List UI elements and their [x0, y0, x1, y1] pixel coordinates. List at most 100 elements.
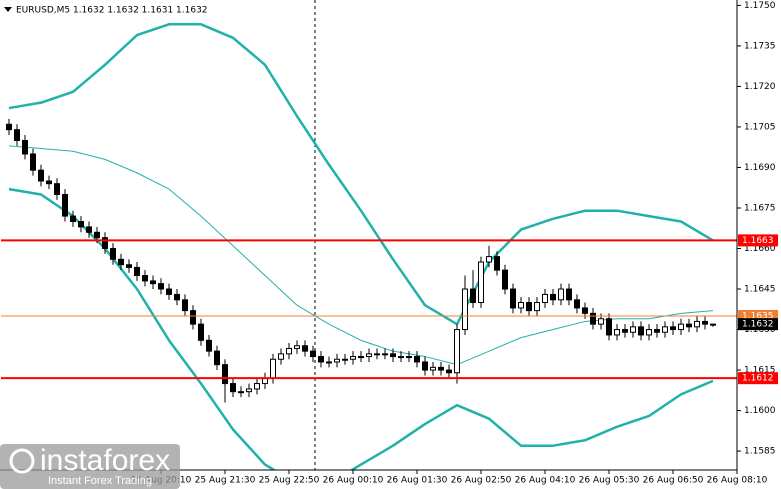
- level-label: 1.1663: [742, 236, 774, 246]
- candle-body: [430, 366, 436, 371]
- watermark-tagline: Instant Forex Trading: [48, 475, 152, 487]
- candle-body: [702, 320, 708, 325]
- candle-body: [334, 358, 340, 363]
- candle-body: [398, 356, 404, 359]
- candle-body: [310, 350, 316, 358]
- candle-body: [694, 320, 700, 328]
- x-tick-label: 26 Aug 06:50: [643, 476, 704, 486]
- candle-body: [278, 353, 284, 360]
- candle-body: [606, 318, 612, 336]
- candle-body: [478, 261, 484, 304]
- indicator-line: [8, 23, 714, 326]
- y-tick-label: 1.1615: [744, 366, 776, 376]
- candle-body: [102, 237, 108, 250]
- indicator-line: [8, 187, 714, 470]
- candle-body: [126, 264, 132, 268]
- y-tick-label: 1.1750: [744, 1, 776, 11]
- candle-body: [182, 299, 188, 312]
- watermark-brand: instaforex: [40, 444, 170, 477]
- candle-body: [198, 323, 204, 341]
- y-tick-label: 1.1645: [744, 285, 776, 295]
- candle-body: [46, 180, 52, 185]
- candle-body: [654, 329, 660, 333]
- candle-body: [622, 329, 628, 333]
- candle-body: [238, 391, 244, 394]
- candle-body: [438, 366, 444, 371]
- level-label-box: [738, 234, 778, 247]
- candle-body: [470, 288, 476, 304]
- candle-body: [166, 288, 172, 295]
- candle-body: [566, 288, 572, 301]
- y-tick-label: 1.1735: [744, 41, 776, 51]
- candle-body: [222, 364, 228, 385]
- candle-body: [358, 356, 364, 359]
- candle-body: [446, 369, 452, 374]
- x-tick-label: 26 Aug 01:30: [387, 476, 448, 486]
- level-label-box: [738, 318, 778, 331]
- candle-body: [78, 220, 84, 228]
- candle-body: [38, 169, 44, 182]
- candle-body: [6, 123, 12, 131]
- candle-body: [302, 345, 308, 352]
- candle-body: [670, 326, 676, 331]
- candle-body: [374, 353, 380, 356]
- candle-body: [518, 302, 524, 309]
- candle-body: [118, 258, 124, 266]
- watermark-box: [0, 444, 180, 489]
- candle-body: [54, 183, 60, 195]
- candle-body: [174, 293, 180, 301]
- x-tick-label: 26 Aug 08:10: [707, 476, 768, 486]
- candle-body: [254, 383, 260, 390]
- candle-body: [614, 329, 620, 336]
- candle-body: [390, 353, 396, 358]
- level-label-box: [738, 372, 778, 385]
- y-tick-label: 1.1720: [744, 82, 776, 92]
- candle-body: [246, 388, 252, 393]
- candle-body: [574, 299, 580, 309]
- y-tick-label: 1.1660: [744, 244, 776, 254]
- candle-body: [70, 215, 76, 222]
- candle-body: [94, 231, 100, 239]
- candle-body: [662, 326, 668, 333]
- candle-body: [134, 266, 140, 277]
- menu-triangle: [4, 7, 12, 12]
- candle-body: [382, 353, 388, 356]
- candle-body: [342, 358, 348, 361]
- candle-body: [534, 302, 540, 312]
- candle-body: [406, 356, 412, 359]
- x-tick-label: 26 Aug 05:30: [579, 476, 640, 486]
- candle-body: [526, 302, 532, 312]
- candle-body: [558, 288, 564, 301]
- candle-body: [510, 288, 516, 309]
- candle-body: [710, 323, 716, 326]
- candle-body: [502, 269, 508, 290]
- chart-title: EURUSD,M5 1.1632 1.1632 1.1631 1.1632: [16, 6, 208, 16]
- candle-body: [630, 326, 636, 333]
- plot-area: [1, 23, 737, 470]
- y-tick-label: 1.1690: [744, 163, 776, 173]
- candle-body: [494, 256, 500, 271]
- x-tick-label: 26 Aug 02:50: [451, 476, 512, 486]
- candle-body: [14, 129, 20, 141]
- candle-body: [454, 329, 460, 374]
- y-tick-label: 1.1600: [744, 406, 776, 416]
- candle-body: [230, 383, 236, 393]
- candle-body: [542, 293, 548, 304]
- x-tick-label: 25 Aug 21:30: [195, 476, 256, 486]
- candle-body: [590, 312, 596, 325]
- candle-body: [638, 326, 644, 336]
- candle-body: [270, 358, 276, 379]
- candle-body: [318, 356, 324, 363]
- candle-body: [142, 275, 148, 282]
- x-tick-label: 26 Aug 04:10: [515, 476, 576, 486]
- level-label: 1.1612: [742, 374, 774, 384]
- candle-body: [214, 350, 220, 366]
- candle-body: [30, 153, 36, 171]
- candle-body: [158, 283, 164, 290]
- x-tick-label: 26 Aug 00:10: [323, 476, 384, 486]
- candle-body: [414, 356, 420, 363]
- candle-body: [22, 139, 28, 155]
- candle-body: [294, 345, 300, 349]
- x-tick-label: 25 Aug 22:50: [259, 476, 320, 486]
